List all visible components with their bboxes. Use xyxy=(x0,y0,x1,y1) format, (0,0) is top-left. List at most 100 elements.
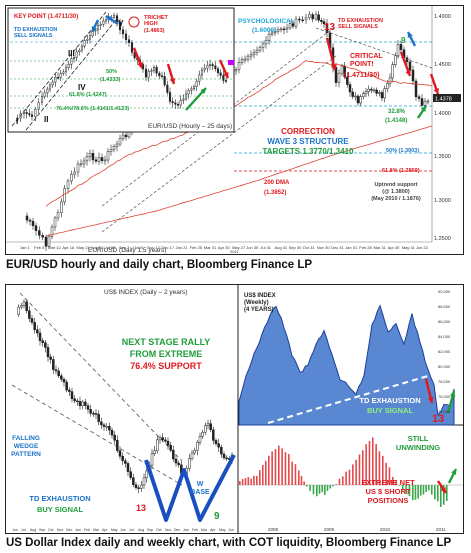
inset-candle-body xyxy=(94,29,97,32)
daily-candle-body xyxy=(91,153,95,161)
x-tick-label: Mar 31 xyxy=(204,245,217,250)
cot-bar xyxy=(316,485,318,497)
price-tag-bg xyxy=(433,94,461,102)
cot-bar xyxy=(358,454,361,485)
daily-candle-body xyxy=(264,40,268,45)
eurusd-x-ticks: Jan 1 Feb 5 Mar 12 Apr 16 May 21 Jun 25 Jul 30… xyxy=(20,245,429,254)
td-count-9: 9 xyxy=(401,36,406,45)
brt-buy-label: BUY SIGNAL xyxy=(367,406,414,415)
daily-candle-body xyxy=(41,235,44,238)
bl-candle-body xyxy=(177,462,180,466)
brt-td-label: TD EXHAUSTION xyxy=(359,396,420,405)
daily-candle-body xyxy=(291,23,295,27)
bl-candle-body xyxy=(220,446,223,455)
bl-candle-body xyxy=(41,340,44,343)
inset-candle-body xyxy=(46,88,49,94)
bl-x-tick: Aug xyxy=(138,528,144,532)
fib-50-label: 50% (1.3903) xyxy=(386,148,419,154)
x-tick-label: Jan 21 xyxy=(176,245,189,250)
brt-y-tick: 84,000 xyxy=(438,334,451,339)
bl-candle-body xyxy=(28,310,31,319)
cot-bar xyxy=(375,444,377,485)
bl-x-tick: Mar xyxy=(93,528,100,532)
uptrend-support-label: Uptrend support (@ 1.3800) (May 2010 / 1.1… xyxy=(371,182,421,202)
inset-fib-50-value: (1.4333) xyxy=(100,77,121,83)
sell-arrow-head xyxy=(405,70,411,76)
bl-candle-body xyxy=(156,439,159,452)
cot-bar xyxy=(417,485,419,499)
eurusd-y-ticks: 1.4900 1.4500 1.4000 1.3500 1.3000 1.2500 1.43… xyxy=(433,14,461,242)
daily-candle-body xyxy=(386,83,389,89)
td-count-13: 13 xyxy=(324,22,336,33)
daily-candle-body xyxy=(124,134,128,138)
cot-bar xyxy=(405,485,407,495)
inset-candle-body xyxy=(174,102,177,105)
inset-candle-body xyxy=(179,99,182,106)
inset-candle-body xyxy=(28,113,31,116)
daily-candle-body xyxy=(285,27,289,30)
dma-200-value: (1.3852) xyxy=(264,190,286,196)
daily-candle-body xyxy=(34,225,38,231)
inset-candle-body xyxy=(80,45,84,51)
bl-candle-body xyxy=(25,301,28,312)
trichet-value: (1.4863) xyxy=(144,28,165,34)
cot-bar xyxy=(412,485,414,501)
bl-candle-body xyxy=(217,443,220,448)
daily-candle-body xyxy=(255,49,259,53)
y-tick-label: 1.3500 xyxy=(434,154,451,160)
x-tick-label: Mar 12 xyxy=(48,245,61,250)
daily-candle-body xyxy=(378,92,381,94)
buy-arrow-head xyxy=(420,106,426,112)
cot-bar xyxy=(250,478,252,485)
bl-candle-body xyxy=(86,405,90,410)
daily-candle-body xyxy=(115,143,119,147)
bl-candle-body xyxy=(70,391,74,400)
inset-candle-body xyxy=(99,24,102,26)
daily-candle-body xyxy=(118,138,122,145)
daily-candle-body xyxy=(103,159,107,162)
inset-candle-body xyxy=(56,76,60,79)
daily-candle-body xyxy=(279,28,283,31)
wave-ii-label: II xyxy=(44,115,48,124)
bl-candle-body xyxy=(201,431,204,437)
wedge-line xyxy=(11,384,183,486)
bl-x-tick: Dec xyxy=(66,528,72,532)
daily-candle-body xyxy=(28,219,32,222)
daily-candle-body xyxy=(234,69,238,72)
inset-candle-body xyxy=(168,92,172,102)
daily-candle-body xyxy=(334,67,338,83)
daily-candle-body xyxy=(112,146,116,150)
bl-candle-body xyxy=(84,401,87,406)
cot-bar xyxy=(420,485,422,496)
bl-count-13: 13 xyxy=(136,503,146,513)
daily-candle-body xyxy=(276,29,280,32)
cot-bar xyxy=(253,475,255,485)
bl-candle-body xyxy=(100,421,103,426)
inset-candle-body xyxy=(86,38,89,41)
daily-candle-body xyxy=(273,31,277,34)
bl-candle-body xyxy=(196,441,199,451)
inset-candle-body xyxy=(67,64,70,68)
cot-bar xyxy=(241,479,244,485)
daily-candle-body xyxy=(109,149,113,152)
bl-candle-body xyxy=(121,456,124,462)
cot-bar xyxy=(431,485,433,495)
cot-bar xyxy=(303,481,305,485)
cot-bar xyxy=(408,485,411,497)
x-tick-label: May 31 xyxy=(402,245,416,250)
x-year-label: 2011 xyxy=(230,249,239,254)
psychological-value: (1.6000) xyxy=(252,27,276,34)
bl-buy-signal-label: BUY SIGNAL xyxy=(37,505,84,514)
cot-liquidity-chart: STILL UNWINDING EXTREME NET US $ SHORT POSIT… xyxy=(239,426,463,533)
brb-x-year: 2008 xyxy=(268,527,279,532)
x-tick-label: Dec 31 xyxy=(331,245,344,250)
inset-candle-body xyxy=(219,72,222,76)
daily-candle-body xyxy=(44,236,48,247)
daily-candle-body xyxy=(304,17,308,21)
bl-x-tick: May xyxy=(219,528,226,532)
daily-candle-body xyxy=(270,32,274,35)
inset-candle-body xyxy=(208,64,212,66)
bl-x-tick: Oct xyxy=(48,528,53,532)
x-tick-label: Apr 16 xyxy=(62,245,75,250)
td-sell-label: TD EXHAUSTION SELL SIGNALS xyxy=(338,18,383,30)
